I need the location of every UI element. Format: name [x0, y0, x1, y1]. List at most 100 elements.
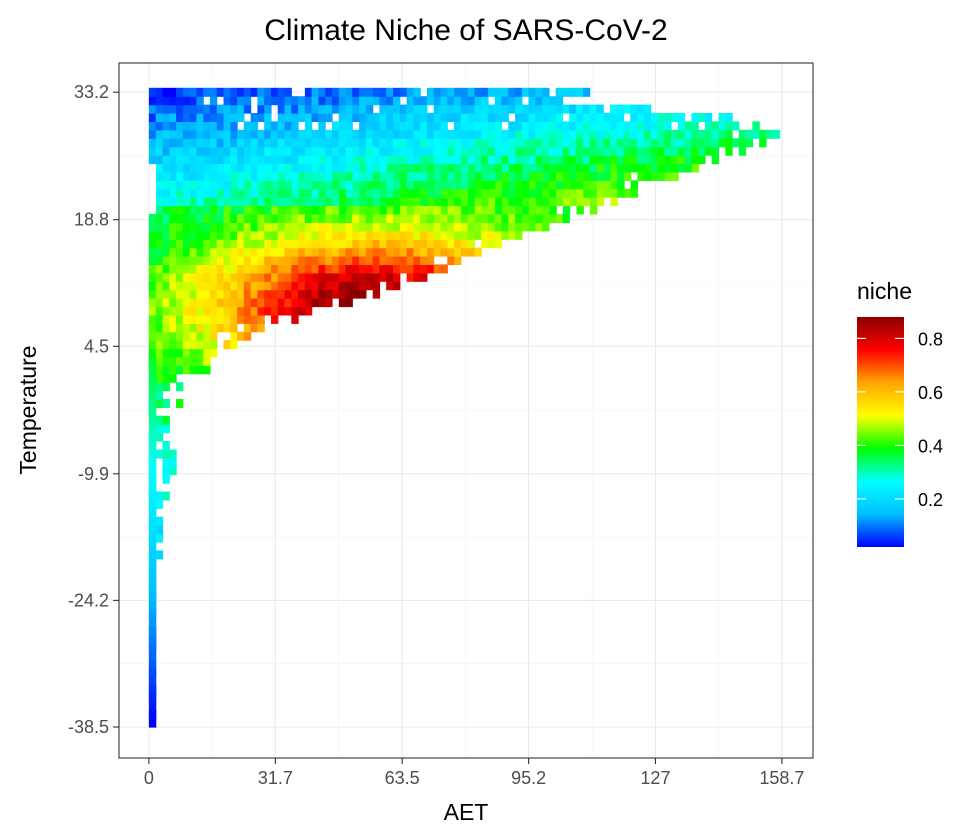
heat-cell [494, 214, 503, 224]
heat-cell [257, 188, 266, 198]
heat-cell [189, 264, 197, 274]
heat-cell [148, 138, 157, 148]
heat-cell [413, 180, 422, 190]
heat-cell [393, 171, 401, 181]
heat-cell [196, 281, 204, 291]
heat-cell [427, 205, 435, 215]
heat-cell [576, 188, 584, 198]
heat-cell [365, 214, 374, 224]
heat-cell [209, 214, 218, 224]
heat-cell [304, 306, 313, 316]
heat-cell [182, 247, 191, 257]
heat-cell [501, 188, 510, 198]
heat-cell [460, 129, 469, 139]
heat-cell [420, 129, 428, 139]
heat-cell [413, 188, 422, 198]
heat-cell [176, 205, 184, 215]
heat-cell [182, 121, 191, 131]
heat-cell [420, 146, 428, 156]
heat-cell [148, 424, 157, 434]
heat-cell [318, 197, 327, 207]
heat-cell [203, 298, 211, 308]
heat-cell [298, 163, 306, 173]
heat-cell [148, 104, 157, 114]
heat-cell [277, 264, 286, 274]
heat-cell [406, 96, 414, 106]
heat-cell [155, 390, 164, 400]
heat-cell [278, 197, 286, 207]
heat-cell [203, 155, 211, 165]
heat-cell [643, 113, 652, 123]
heat-cell [359, 264, 367, 274]
heat-cell [650, 113, 659, 123]
heat-cell [203, 222, 211, 232]
heat-cell [250, 289, 258, 299]
heat-cell [474, 180, 483, 190]
heat-cell [332, 281, 340, 291]
heat-cell [494, 96, 503, 106]
heat-cell [671, 138, 679, 148]
heat-cell [379, 180, 388, 190]
heat-cell [298, 214, 306, 224]
heat-cell [148, 247, 157, 257]
heat-cell [406, 121, 414, 131]
heat-cell [556, 180, 564, 190]
heat-cell [196, 264, 204, 274]
heat-cell [623, 104, 631, 114]
heat-cell [148, 331, 157, 341]
heat-cell [345, 205, 354, 215]
heat-cell [474, 214, 482, 224]
heat-cell [203, 256, 211, 266]
heat-cell [155, 87, 164, 97]
heat-cell [155, 138, 164, 148]
heat-cell [162, 365, 170, 375]
heat-cell [386, 113, 394, 123]
heat-cell [393, 222, 401, 232]
heat-cell [630, 121, 638, 131]
heat-cell [616, 113, 625, 123]
heat-cell [216, 247, 225, 257]
heat-cell [352, 129, 360, 139]
heat-cell [203, 180, 211, 190]
heat-cell [148, 542, 157, 552]
heat-cell [393, 180, 401, 190]
heat-cell [664, 171, 672, 181]
heat-cell [399, 129, 408, 139]
heat-cell [623, 163, 632, 173]
heat-cell [359, 163, 367, 173]
heat-cell [190, 180, 198, 190]
heat-cell [426, 113, 435, 123]
heat-cell [379, 264, 387, 274]
heat-cell [447, 205, 456, 215]
heat-cell [176, 399, 184, 409]
heat-cell [528, 155, 536, 165]
heat-cell [460, 113, 469, 123]
heat-cell [718, 138, 726, 148]
heat-cell [487, 155, 496, 165]
heat-cell [529, 205, 537, 215]
x-tick-label: 95.2 [511, 768, 546, 788]
heat-cell [434, 188, 442, 198]
heat-cell [345, 256, 353, 266]
heat-cell [651, 171, 659, 181]
heat-cell [162, 230, 170, 240]
heat-cell [426, 146, 435, 156]
heat-cell [196, 163, 205, 173]
heat-cell [148, 466, 157, 476]
heat-cell [393, 113, 401, 123]
heat-cell [549, 138, 557, 148]
heat-cell [237, 314, 245, 324]
heat-cell [671, 129, 679, 139]
heat-cell [264, 163, 272, 173]
heat-cell [196, 348, 204, 358]
heat-cell [583, 163, 591, 173]
heat-cell [555, 96, 564, 106]
heat-cell [399, 214, 408, 224]
heat-cell [352, 289, 360, 299]
heat-cell [230, 281, 238, 291]
heat-cell [352, 138, 360, 148]
heat-cell [298, 155, 306, 165]
heat-cell [413, 146, 421, 156]
heat-cell [549, 197, 557, 207]
heat-cell [468, 171, 476, 181]
